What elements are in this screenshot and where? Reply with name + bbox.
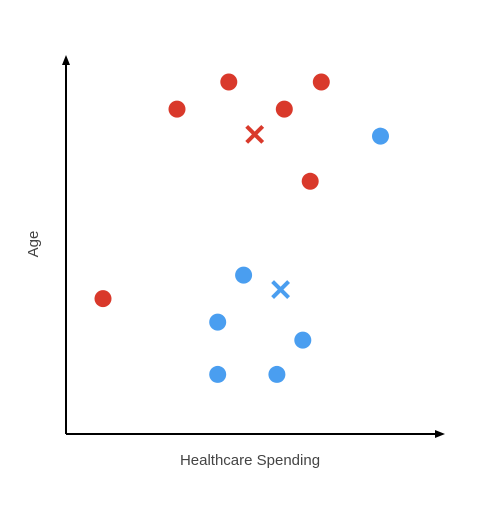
blue-data-point xyxy=(235,266,253,284)
red-data-point xyxy=(275,100,293,118)
blue-data-point xyxy=(372,127,389,145)
red-data-point xyxy=(94,290,112,308)
red-data-point xyxy=(220,73,238,91)
blue-data-point xyxy=(209,365,227,383)
scatter-marks xyxy=(94,73,389,383)
red-data-point xyxy=(301,172,319,190)
blue-data-point xyxy=(209,313,227,331)
blue-centroid-marker xyxy=(271,280,291,300)
red-centroid-marker xyxy=(245,124,265,144)
blue-data-point xyxy=(268,365,286,383)
y-axis-label: Age xyxy=(25,231,42,258)
red-data-point xyxy=(312,73,330,91)
red-data-point xyxy=(168,100,186,118)
x-axis-label: Healthcare Spending xyxy=(180,452,320,469)
blue-data-point xyxy=(294,331,312,349)
